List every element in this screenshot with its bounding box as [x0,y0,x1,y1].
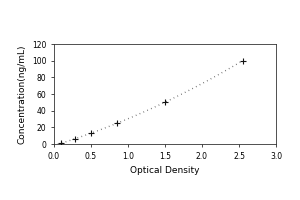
Y-axis label: Concentration(ng/mL): Concentration(ng/mL) [17,44,26,144]
X-axis label: Optical Density: Optical Density [130,166,200,175]
